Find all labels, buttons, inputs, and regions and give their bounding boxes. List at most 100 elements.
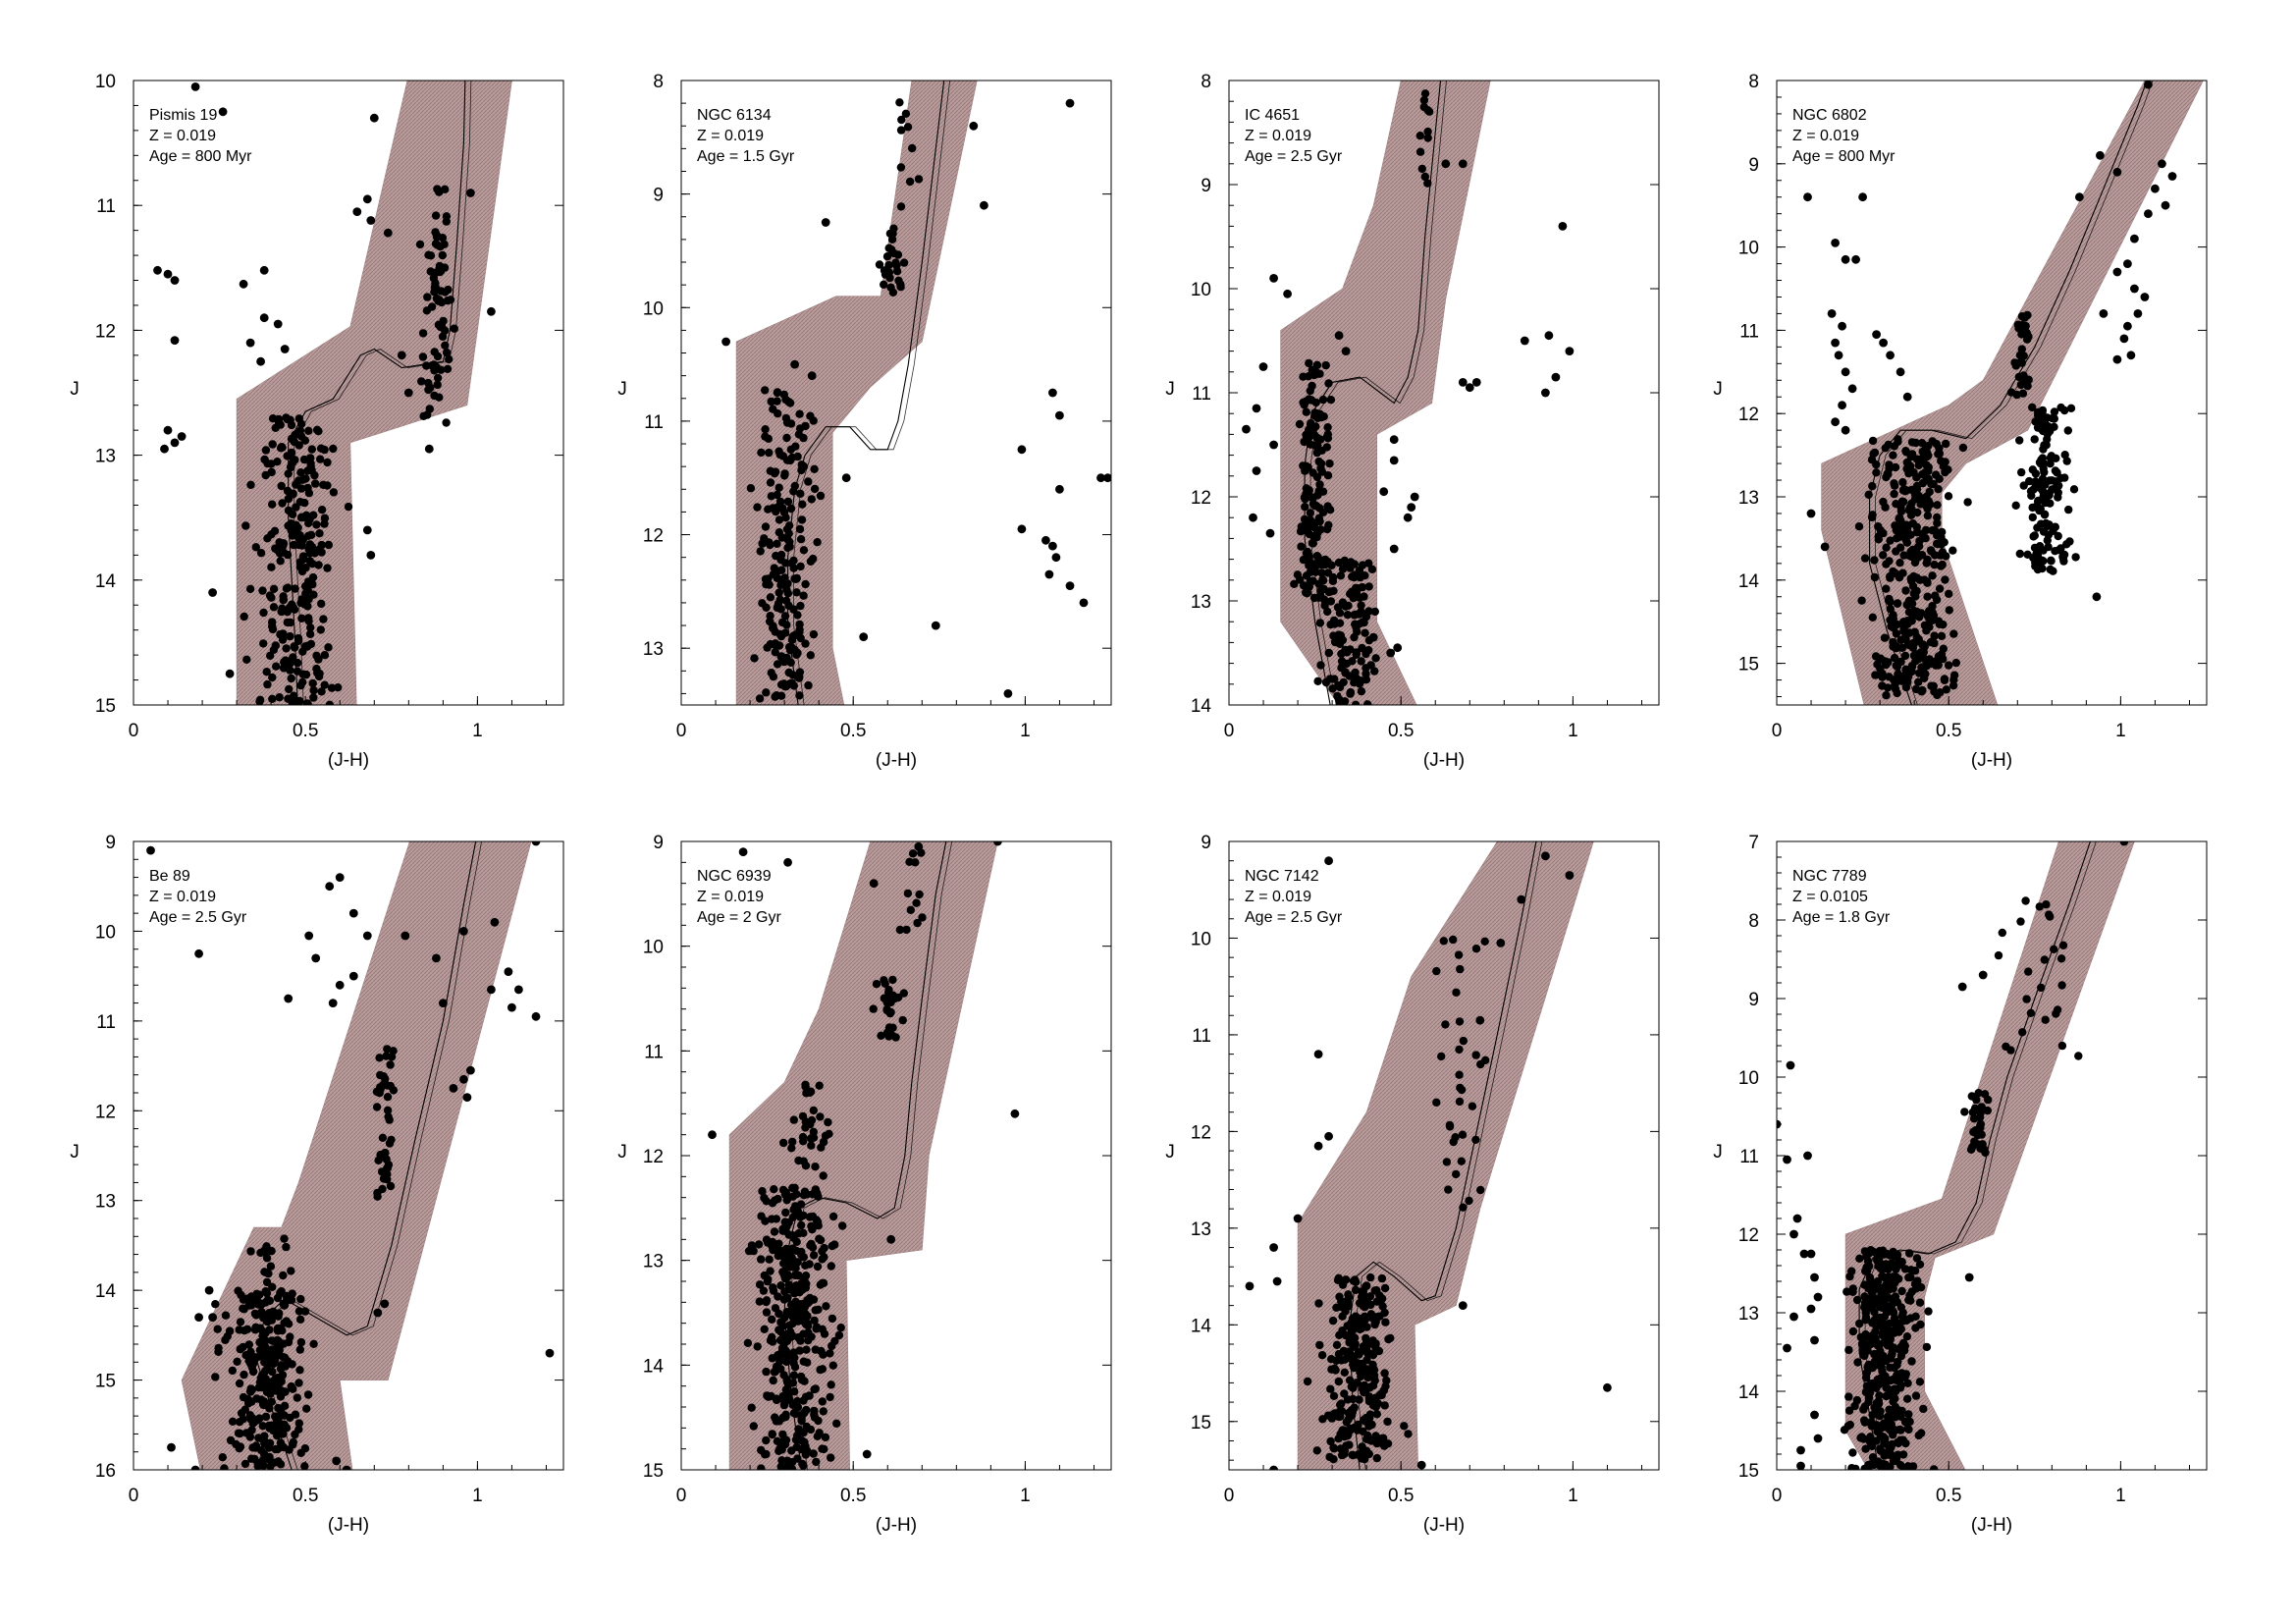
data-point xyxy=(799,591,808,600)
data-point xyxy=(1914,677,1923,686)
data-point xyxy=(1319,595,1329,604)
data-point xyxy=(1551,372,1561,382)
data-point xyxy=(778,1430,787,1439)
data-point xyxy=(1269,440,1278,450)
data-point xyxy=(810,1316,819,1326)
data-point xyxy=(240,612,248,622)
data-point xyxy=(1455,1017,1465,1026)
data-point xyxy=(1872,330,1881,339)
plot-area xyxy=(146,841,555,1470)
data-point xyxy=(785,646,795,655)
data-point xyxy=(383,228,393,238)
y-axis-label: J xyxy=(617,1142,627,1163)
y-tick-label: 11 xyxy=(1739,321,1759,342)
data-point xyxy=(1874,1262,1883,1271)
y-tick-label: 13 xyxy=(1738,488,1759,509)
isochrone-band xyxy=(1280,81,1491,705)
data-point xyxy=(795,1288,804,1297)
data-point xyxy=(1327,561,1336,569)
data-point xyxy=(1384,1334,1393,1344)
data-point xyxy=(1847,1267,1856,1275)
data-point xyxy=(806,651,815,660)
data-point xyxy=(1911,684,1921,694)
data-point xyxy=(1920,674,1929,682)
data-point xyxy=(418,352,428,361)
y-tick-label: 12 xyxy=(1191,1122,1211,1143)
data-point xyxy=(1890,653,1899,663)
data-point xyxy=(1870,556,1879,565)
data-point xyxy=(386,1060,395,1069)
data-point xyxy=(780,469,789,478)
data-point xyxy=(163,269,173,279)
data-point xyxy=(2112,167,2122,177)
data-point xyxy=(818,1255,827,1264)
data-point xyxy=(1902,1332,1912,1341)
data-point xyxy=(1362,649,1370,659)
data-point xyxy=(2033,565,2043,574)
data-point xyxy=(268,1282,277,1292)
data-point xyxy=(1896,635,1905,644)
data-point xyxy=(1883,1341,1893,1350)
data-point xyxy=(776,691,786,700)
data-point xyxy=(813,538,822,547)
data-point xyxy=(770,1227,779,1236)
y-tick-label: 14 xyxy=(1738,571,1760,592)
data-point xyxy=(1420,89,1430,98)
data-point xyxy=(2043,536,2052,545)
data-point xyxy=(1439,937,1449,946)
data-point xyxy=(819,1171,828,1180)
data-point xyxy=(268,1367,277,1377)
data-point xyxy=(459,1074,468,1084)
data-point xyxy=(2130,234,2139,244)
data-point xyxy=(832,1419,841,1429)
data-point xyxy=(806,1241,815,1250)
plot-frame xyxy=(680,80,1112,706)
data-point xyxy=(2045,520,2054,529)
data-point xyxy=(1332,1340,1342,1350)
data-point xyxy=(246,1387,255,1396)
data-point xyxy=(1915,1260,1925,1270)
data-point xyxy=(1365,1292,1375,1301)
data-point xyxy=(1358,643,1366,653)
data-point xyxy=(531,1011,541,1021)
data-point xyxy=(296,598,305,608)
data-point xyxy=(280,658,289,667)
data-point xyxy=(1327,1365,1336,1374)
panel-annotation-line: NGC 6802 xyxy=(1792,107,1867,124)
data-point xyxy=(1853,1358,1862,1367)
data-point xyxy=(931,621,940,630)
data-point xyxy=(280,1319,289,1327)
data-point xyxy=(317,506,327,514)
data-point xyxy=(320,519,329,528)
data-point xyxy=(1315,1340,1324,1350)
data-point xyxy=(753,503,762,512)
data-point xyxy=(1897,1286,1906,1296)
data-point xyxy=(268,673,277,682)
data-point xyxy=(295,1315,305,1325)
data-point xyxy=(1915,1378,1925,1386)
data-point xyxy=(1873,1276,1883,1286)
data-point xyxy=(1343,611,1353,620)
y-tick-label: 12 xyxy=(1738,1225,1759,1246)
data-point xyxy=(282,1242,291,1252)
data-point xyxy=(799,546,809,555)
data-point xyxy=(774,1292,782,1301)
data-point xyxy=(1316,435,1325,444)
data-point xyxy=(1934,540,1943,549)
y-tick-label: 8 xyxy=(1748,72,1759,92)
data-point xyxy=(251,543,260,552)
data-point xyxy=(430,348,439,356)
data-point xyxy=(2029,532,2038,541)
data-point xyxy=(292,480,300,489)
data-point xyxy=(1942,685,1951,694)
data-point xyxy=(1459,1203,1468,1212)
data-point xyxy=(235,1444,243,1453)
data-point xyxy=(1351,1275,1360,1284)
data-point xyxy=(761,386,770,395)
data-point xyxy=(312,651,321,660)
data-point xyxy=(859,632,869,641)
data-point xyxy=(233,1357,241,1367)
data-point xyxy=(1857,596,1866,605)
data-point xyxy=(153,265,162,275)
